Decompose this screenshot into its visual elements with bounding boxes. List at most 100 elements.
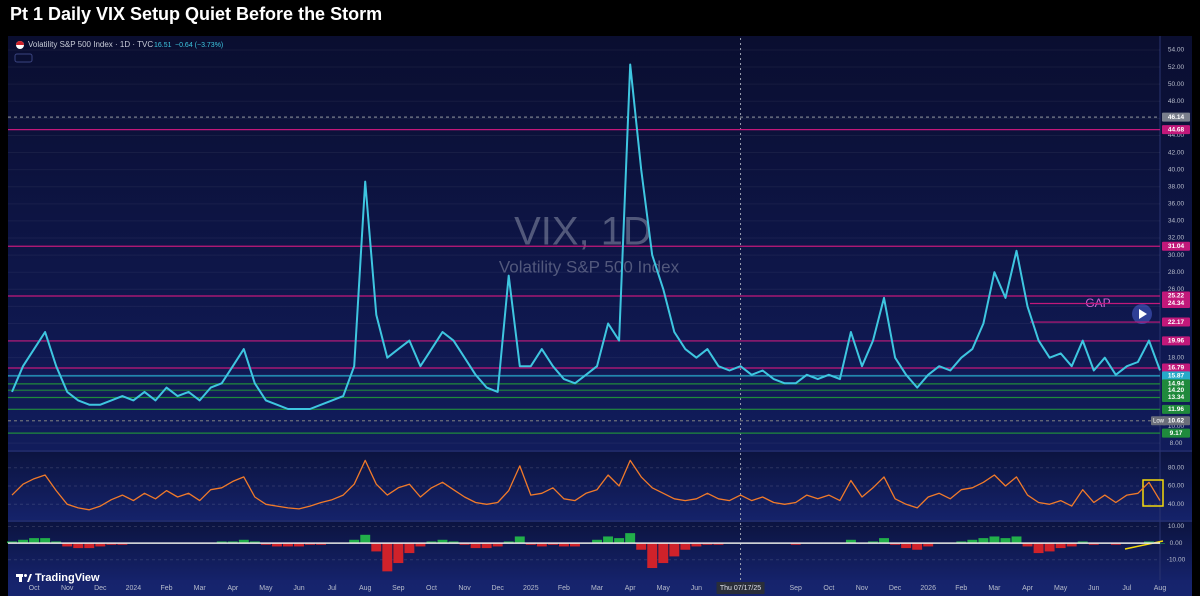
- y-tick-label: 52.00: [1168, 64, 1185, 71]
- histogram-bar: [625, 533, 636, 544]
- histogram-bar: [84, 543, 95, 549]
- y-tick-label: 50.00: [1168, 81, 1185, 88]
- level-label-box: [1162, 298, 1190, 308]
- histogram-bar: [1077, 541, 1088, 544]
- histogram-bar: [669, 543, 680, 557]
- histogram-bar: [547, 543, 558, 545]
- histogram-bar: [845, 539, 856, 544]
- x-tick-label: Aug: [1154, 585, 1167, 592]
- x-tick-label: Apr: [1022, 585, 1034, 592]
- y-tick-label: 10.00: [1168, 423, 1185, 430]
- x-tick-label: 2026: [920, 585, 936, 592]
- histogram-bar: [525, 543, 536, 545]
- level-label-box: [1162, 385, 1190, 395]
- histogram-bar: [305, 543, 316, 545]
- level-label: 44.68: [1168, 126, 1185, 133]
- level-label-box: [1162, 125, 1190, 135]
- histogram-bar: [227, 541, 238, 544]
- histogram-bar: [29, 538, 40, 544]
- level-label-box: [1162, 363, 1190, 373]
- histogram-bar: [1055, 543, 1066, 549]
- histogram-bar: [956, 541, 967, 544]
- y-tick-label: 80.00: [1168, 464, 1185, 471]
- histogram-bar: [680, 543, 691, 550]
- level-label: 25.22: [1168, 293, 1185, 300]
- x-tick-label: Nov: [458, 585, 471, 592]
- histogram-bar: [503, 541, 514, 544]
- histogram-bar: [790, 543, 801, 545]
- level-label: 22.17: [1168, 319, 1185, 326]
- x-tick-label: Aug: [359, 585, 372, 592]
- x-tick-label: Feb: [955, 585, 967, 592]
- x-tick-label: Jun: [691, 585, 702, 592]
- y-tick-label: 60.00: [1168, 483, 1185, 490]
- histogram-bar: [879, 538, 890, 544]
- histogram-bar: [967, 539, 978, 544]
- histogram-bar: [868, 541, 878, 544]
- histogram-bar: [558, 543, 569, 547]
- x-tick-label: Nov: [61, 585, 74, 592]
- y-tick-label: 28.00: [1168, 269, 1185, 276]
- x-tick-label: Feb: [558, 585, 570, 592]
- x-tick-label: May: [1054, 585, 1068, 592]
- y-tick-label: -10.00: [1167, 556, 1186, 563]
- histogram-bar: [1066, 543, 1077, 547]
- histogram-bar: [1022, 543, 1033, 547]
- symbol-icon: [16, 41, 24, 45]
- y-tick-label: 38.00: [1168, 183, 1185, 190]
- histogram-bar: [371, 543, 382, 552]
- histogram-bar: [514, 536, 525, 544]
- histogram-bar: [901, 543, 912, 549]
- histogram-bar: [382, 543, 393, 572]
- x-tick-label: Mar: [194, 585, 207, 592]
- histogram-bar: [691, 543, 702, 547]
- level-label: 14.20: [1168, 387, 1185, 394]
- histogram-bar: [426, 541, 437, 544]
- brand: TradingView: [35, 572, 100, 584]
- level-label-box: [1162, 291, 1190, 301]
- y-tick-label: 8.00: [1170, 440, 1183, 447]
- x-tick-label: Jul: [328, 585, 337, 592]
- watermark-name: Volatility S&P 500 Index: [499, 257, 680, 276]
- histogram-bar: [117, 543, 128, 545]
- histogram-bar: [448, 541, 459, 544]
- level-label-box: [1162, 336, 1190, 346]
- data-line: [11, 63, 1161, 410]
- histogram-bar: [536, 543, 547, 547]
- y-tick-label: 0.00: [1170, 540, 1183, 547]
- indicator-toggle[interactable]: [14, 53, 33, 63]
- y-tick-label: 54.00: [1168, 47, 1185, 54]
- x-tick-label: Dec: [94, 585, 107, 592]
- histogram-bar: [360, 534, 371, 544]
- level-label-box: [1162, 393, 1190, 403]
- histogram-bar: [890, 543, 901, 545]
- brand-logo: [19, 574, 22, 582]
- level-label: 11.96: [1168, 406, 1184, 413]
- histogram-bar: [62, 543, 73, 547]
- histogram-bar: [614, 538, 625, 544]
- y-tick-label: 42.00: [1168, 149, 1185, 156]
- x-tick-label: Sep: [789, 585, 802, 592]
- crosshair-label: Thu 07/17/25: [720, 585, 761, 592]
- brand-logo: [24, 574, 27, 577]
- histogram-bar: [713, 543, 724, 545]
- histogram-bar: [923, 543, 934, 547]
- histogram-bar: [1044, 543, 1055, 552]
- replay-icon: [1139, 309, 1147, 319]
- y-tick-label: 40.00: [1168, 166, 1185, 173]
- histogram-bar: [1088, 543, 1099, 545]
- histogram-bar: [1143, 541, 1154, 544]
- x-tick-label: Oct: [426, 585, 437, 592]
- x-tick-label: Apr: [227, 585, 239, 592]
- histogram-bar: [912, 543, 923, 550]
- histogram-bar: [978, 538, 989, 544]
- level-label: 9.17: [1170, 430, 1183, 437]
- histogram-bar: [271, 543, 282, 547]
- histogram-bar: [404, 543, 415, 554]
- y-tick-label: 32.00: [1168, 235, 1185, 242]
- histogram-bar: [18, 539, 29, 544]
- histogram-bar: [592, 539, 603, 544]
- histogram-bar: [260, 543, 271, 545]
